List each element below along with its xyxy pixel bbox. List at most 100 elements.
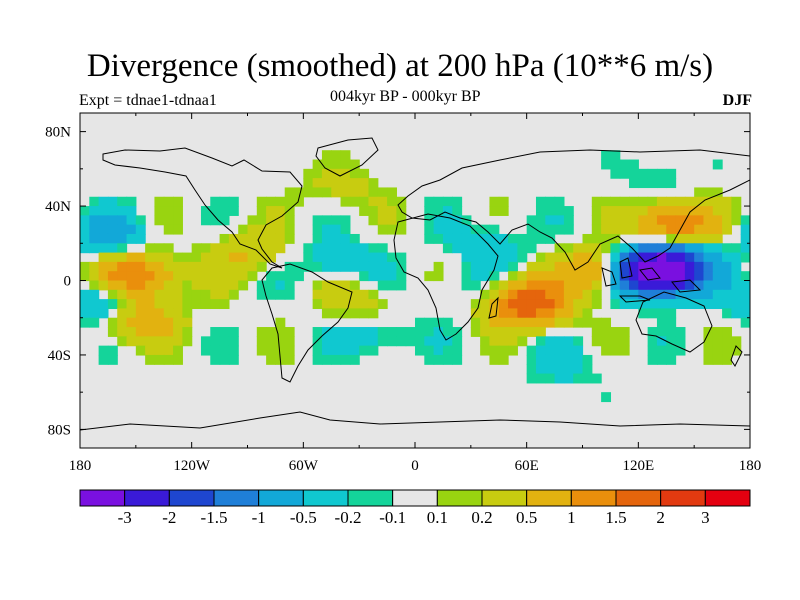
field-cell (163, 271, 174, 282)
field-cell (452, 354, 463, 365)
field-cell (610, 168, 621, 179)
field-cell (349, 336, 360, 347)
field-cell (228, 243, 239, 254)
field-cell (238, 261, 249, 272)
field-cell (722, 261, 732, 272)
field-cell (154, 243, 165, 254)
field-cell (731, 280, 742, 291)
field-cell (722, 196, 732, 207)
field-cell (610, 345, 621, 356)
field-cell (656, 327, 667, 337)
field-cell (368, 336, 379, 347)
field-cell (703, 345, 714, 356)
field-cell (312, 243, 323, 254)
field-cell (107, 345, 118, 356)
field-cell (647, 215, 658, 226)
field-cell (163, 196, 174, 207)
field-cell (349, 308, 360, 319)
field-cell (368, 271, 379, 282)
field-cell (98, 354, 109, 365)
field-cell (629, 252, 639, 263)
field-cell (321, 308, 332, 319)
field-cell (163, 336, 174, 347)
colorbar-swatch (526, 489, 572, 507)
colorbar-swatch (258, 489, 304, 507)
field-cell (349, 261, 360, 272)
field-cell (331, 336, 342, 347)
field-cell (135, 215, 146, 226)
field-cell (145, 252, 156, 263)
field-cell (424, 271, 435, 282)
field-cell (210, 299, 221, 310)
field-cell (182, 327, 193, 337)
field-cell (349, 187, 360, 198)
field-cell (694, 233, 705, 244)
field-cell (145, 271, 156, 282)
field-cell (442, 317, 453, 328)
field-cell (545, 289, 556, 300)
field-cell (591, 271, 602, 282)
field-cell (498, 327, 509, 337)
field-cell (340, 178, 351, 189)
field-cell (629, 280, 639, 291)
field-cell (163, 289, 174, 300)
field-cell (694, 289, 705, 300)
colorbar-label: 3 (701, 508, 710, 527)
field-cell (331, 261, 342, 272)
field-cell (219, 215, 230, 226)
field-cell (126, 252, 137, 263)
field-cell (368, 289, 379, 300)
field-cell (722, 345, 732, 356)
field-cell (266, 327, 277, 337)
field-cell (508, 233, 518, 244)
field-cell (266, 271, 277, 282)
field-cell (145, 327, 156, 337)
field-cell (591, 224, 602, 235)
field-cell (647, 280, 658, 291)
field-cell (517, 327, 528, 337)
field-cell (712, 299, 723, 310)
field-cell (517, 317, 528, 328)
field-cell (135, 308, 146, 319)
field-cell (712, 271, 723, 282)
field-cell (433, 196, 444, 207)
field-cell (145, 243, 156, 254)
field-cell (182, 299, 193, 310)
field-cell (331, 327, 342, 337)
field-cell (368, 345, 379, 356)
field-cell (107, 289, 118, 300)
field-cell (377, 336, 388, 347)
field-cell (461, 271, 472, 282)
field-cell (117, 280, 128, 291)
field-cell (377, 196, 388, 207)
field-cell (154, 196, 165, 207)
field-cell (470, 317, 481, 328)
field-cell (582, 354, 593, 365)
field-cell (675, 345, 686, 356)
field-cell (666, 252, 677, 263)
field-cell (126, 224, 137, 235)
field-cell (601, 206, 612, 216)
field-cell (368, 261, 379, 272)
field-cell (638, 168, 649, 179)
field-cell (740, 252, 750, 263)
field-cell (256, 336, 267, 347)
lon-label: 180 (739, 458, 762, 474)
field-cell (489, 308, 500, 319)
field-cell (675, 289, 686, 300)
field-cell (610, 233, 621, 244)
field-cell (666, 206, 677, 216)
field-cell (629, 215, 639, 226)
field-cell (545, 271, 556, 282)
field-cell (442, 233, 453, 244)
field-cell (647, 261, 658, 272)
field-cell (535, 364, 546, 375)
field-cell (740, 233, 750, 244)
field-cell (312, 261, 323, 272)
coast-new-zealand (730, 345, 743, 367)
field-cell (619, 280, 630, 291)
field-cell (126, 299, 137, 310)
field-cell (647, 224, 658, 235)
field-cell (610, 261, 621, 272)
